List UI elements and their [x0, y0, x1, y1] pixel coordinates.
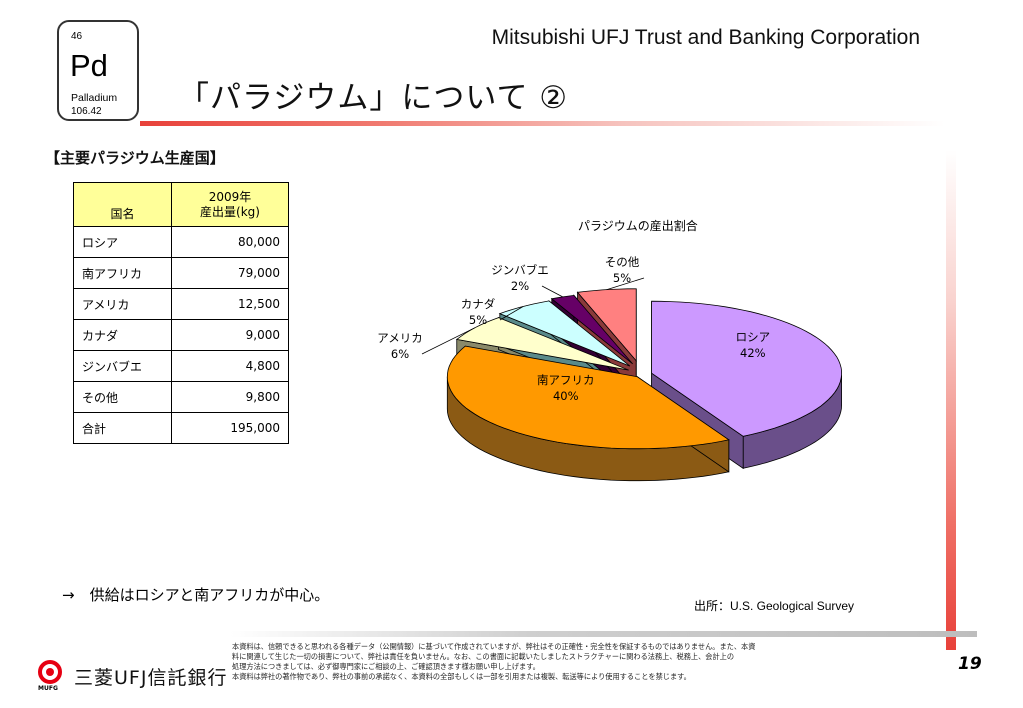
company-name: Mitsubishi UFJ Trust and Banking Corpora… — [491, 26, 920, 49]
atomic-mass: 106.42 — [71, 106, 102, 117]
bank-name: 三菱UFJ信託銀行 — [74, 667, 228, 689]
pie-label-name: ロシア — [735, 330, 771, 345]
header-country: 国名 — [73, 182, 172, 227]
leader-line — [541, 285, 563, 298]
disclaimer-line: 処理方法につきましては、必ず御専門家にご相談の上、ご確認頂きます様お願い申し上げ… — [232, 662, 540, 671]
country-cell: ロシア — [73, 226, 172, 258]
pie-label-name: 南アフリカ — [536, 372, 595, 387]
pie-label: その他 5% — [577, 254, 667, 286]
disclaimer-line: 料に関連して生じた一切の損害について、弊社は責任を負いません。なお、この書面に記… — [232, 652, 735, 661]
pie-label-value: 40% — [552, 388, 579, 403]
atomic-number: 46 — [71, 31, 83, 42]
pie-label-value: 5% — [612, 271, 632, 285]
footer-rule — [230, 631, 977, 637]
pie-label-value: 2% — [510, 279, 530, 293]
element-card: 46 Pd Palladium 106.42 — [57, 20, 139, 121]
amount-cell: 4,800 — [171, 350, 289, 382]
pie-label-name: アメリカ — [377, 331, 423, 345]
leader-line — [499, 306, 524, 321]
pie-tops — [446, 288, 842, 450]
country-cell: 合計 — [73, 412, 172, 444]
pie-label: ジンバブエ 2% — [475, 262, 565, 294]
pie-label: カナダ 5% — [433, 296, 523, 328]
producer-table: 国名 2009年 産出量(kg) ロシア 80,000 南アフリカ 79,000 ア… — [73, 182, 289, 444]
source-note: 出所：U.S. Geological Survey — [694, 599, 855, 613]
country-cell: アメリカ — [73, 288, 172, 320]
pie-label-value: 42% — [740, 346, 766, 361]
amount-cell: 195,000 — [171, 412, 289, 444]
pie-label-name: その他 — [604, 255, 640, 269]
mufg-wordmark: MUFG — [38, 685, 58, 692]
country-cell: その他 — [73, 381, 172, 413]
table-row: 南アフリカ 79,000 — [73, 257, 289, 289]
table-header-row: 国名 2009年 産出量(kg) — [73, 182, 289, 227]
pie-label: ロシア 42% — [708, 329, 798, 361]
page-title: 「パラジウム」について ② — [178, 80, 569, 116]
pie-label: 南アフリカ 40% — [521, 372, 611, 404]
table-row: ジンバブエ 4,800 — [73, 350, 289, 382]
pie-label-value: 5% — [468, 313, 488, 327]
element-name: Palladium — [71, 92, 118, 104]
table-row: 合計 195,000 — [73, 412, 289, 444]
title-underline — [140, 121, 945, 126]
country-cell: ジンバブエ — [73, 350, 172, 382]
right-accent-bar — [946, 150, 956, 650]
disclaimer: 本資料は、信頼できると思われる各種データ（公開情報）に基づいて作成されていますが… — [232, 642, 872, 682]
country-cell: カナダ — [73, 319, 172, 351]
amount-cell: 9,000 — [171, 319, 289, 351]
disclaimer-line: 本資料は弊社の著作物であり、弊社の事前の承諾なく、本資料の全部もしくは一部を引用… — [232, 672, 691, 681]
amount-cell: 12,500 — [171, 288, 289, 320]
element-symbol: Pd — [70, 48, 108, 83]
leader-line — [606, 277, 645, 291]
amount-cell: 79,000 — [171, 257, 289, 289]
pie-label-value: 6% — [390, 347, 410, 361]
table-row: カナダ 9,000 — [73, 319, 289, 351]
country-cell: 南アフリカ — [73, 257, 172, 289]
header-year: 2009年 — [208, 189, 252, 204]
disclaimer-line: 本資料は、信頼できると思われる各種データ（公開情報）に基づいて作成されていますが… — [232, 642, 756, 651]
pie-chart — [421, 277, 842, 482]
header-amount: 2009年 産出量(kg) — [171, 182, 289, 227]
pie-slice — [446, 345, 730, 450]
page-number: 19 — [958, 654, 982, 674]
pie-label-name: カナダ — [460, 297, 496, 311]
amount-cell: 9,800 — [171, 381, 289, 413]
chart-title: パラジウムの産出割合 — [578, 219, 698, 233]
mufg-logo-icon — [38, 660, 62, 684]
leader-line — [421, 327, 476, 355]
table-row: ロシア 80,000 — [73, 226, 289, 258]
table-row: その他 9,800 — [73, 381, 289, 413]
amount-cell: 80,000 — [171, 226, 289, 258]
summary-text: → 供給はロシアと南アフリカが中心。 — [62, 586, 330, 604]
pie-leader-lines — [421, 277, 645, 355]
header-unit: 産出量(kg) — [200, 204, 260, 219]
pie-slice — [550, 294, 633, 365]
pie-label-name: ジンバブエ — [491, 263, 549, 277]
pie-slice — [651, 300, 842, 437]
pie-label: アメリカ 6% — [355, 330, 445, 362]
section-heading: 【主要パラジウム生産国】 — [45, 149, 225, 167]
table-row: アメリカ 12,500 — [73, 288, 289, 320]
